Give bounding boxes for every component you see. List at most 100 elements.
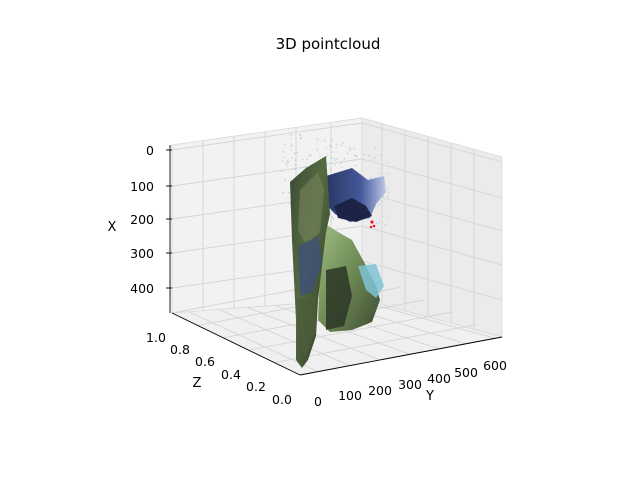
sparse-point [374,147,377,150]
y-tick-label: 400 [427,371,451,386]
sparse-point [294,168,296,171]
grid-line [218,309,351,367]
y-tick-label: 200 [368,383,392,398]
x-tick-label: 300 [130,246,154,261]
sparse-point [388,191,390,194]
back-pane [361,117,503,338]
grid-line [171,122,363,151]
sparse-point [379,167,382,169]
sparse-point [288,160,290,163]
sparse-point [310,154,312,156]
sparse-point [341,166,343,169]
sparse-point [355,156,358,158]
z-tick-label: 0.6 [195,354,215,369]
sparse-point [281,170,283,172]
sparse-point [317,139,320,141]
y-axis-label: Y [425,389,434,404]
sparse-point [283,156,285,158]
sparse-point [355,164,357,167]
sparse-point [286,165,288,167]
sparse-point [290,149,293,151]
sparse-point [305,166,307,168]
sparse-point [308,154,310,157]
y-tick-label: 600 [483,358,507,373]
sparse-point [284,144,286,146]
sparse-point [331,139,334,141]
sparse-point [334,159,336,161]
x-axis-label: X [108,220,117,235]
sparse-point [336,158,338,160]
sparse-point [299,137,302,139]
sparse-point [340,162,342,164]
sparse-point [386,173,388,175]
sparse-point [290,134,292,136]
red-points [369,220,376,229]
sparse-point [294,164,297,166]
sparse-point [349,149,351,151]
sparse-point [300,138,303,140]
x-tick-label: 400 [130,281,154,296]
surface-left-highlight [298,172,324,244]
y-tick-label: 100 [338,388,362,403]
sparse-point [378,221,381,224]
sparse-point [379,173,381,175]
sparse-point [349,146,351,148]
sparse-point [291,157,293,159]
surface-cyan-patch [358,264,384,298]
sparse-point [387,195,389,198]
grid-line [361,122,503,163]
z-tick-label: 0.4 [221,367,241,382]
sparse-point [334,164,336,166]
z-tick-label: 1.0 [146,330,166,345]
sparse-point [340,144,343,146]
sparse-point [363,154,365,156]
sparse-point [284,179,286,182]
sparse-point [372,159,374,161]
sparse-point [375,222,378,225]
sparse-point [324,140,326,142]
sparse-point [384,224,386,226]
sparse-point [286,160,289,162]
sparse-point [329,168,331,171]
sparse-point [288,191,290,193]
grid-line [361,260,503,301]
x-tick-label: 200 [130,212,154,227]
sparse-point [294,152,296,155]
sparse-point [299,134,302,136]
red-point [370,220,374,224]
sparse-point [316,149,318,151]
z-tick-label: 0.0 [272,392,292,407]
sparse-point [301,158,304,161]
axis-lines [169,145,503,376]
sparse-point [306,158,308,161]
grid-line [188,311,319,373]
sparse-point [378,203,380,205]
sparse-point [386,162,388,164]
x-tick-label: 0 [146,143,154,158]
x-tick-label: 100 [130,179,154,194]
sparse-point [332,218,335,220]
z-tick-label: 0.8 [170,342,190,357]
sparse-point [329,145,332,147]
y-tick-label: 500 [454,365,478,380]
surface-left-blue [298,236,322,296]
sparse-point [387,217,389,219]
sparse-point [335,143,337,145]
sparse-point [353,148,355,150]
sparse-point [380,154,382,156]
y-tick-label: 0 [314,394,322,409]
sparse-point [346,152,349,154]
sparse-point [341,219,343,221]
sparse-point [342,142,344,144]
sparse-point [290,138,292,140]
sparse-point [353,154,356,156]
y-tick-labels: 0 100 200 300 400 500 600 [314,358,507,409]
sparse-point [335,146,337,149]
sparse-point [330,157,332,159]
sparse-point [315,138,318,140]
y-tick-label: 300 [398,377,422,392]
sparse-point [290,145,293,148]
red-point [372,224,376,228]
z-axis-line [171,312,301,376]
surface-dark-inner [326,266,352,330]
